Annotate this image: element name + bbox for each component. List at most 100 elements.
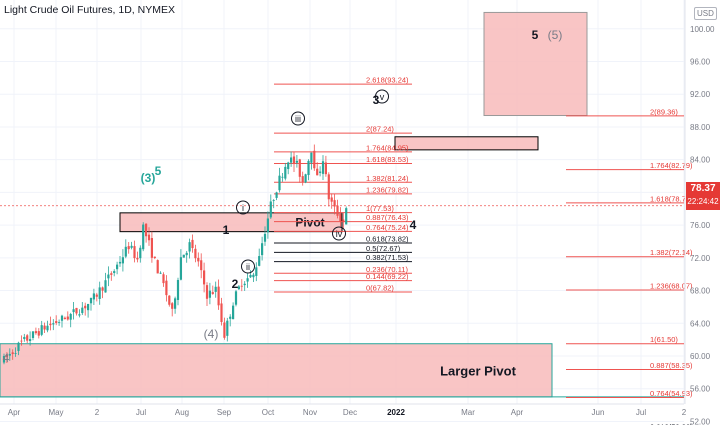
fib-level-label: 1.382(81.24) (366, 174, 409, 183)
candle-body (295, 160, 298, 163)
price-tick-label: 92.00 (690, 90, 711, 99)
last-price: 78.37 (690, 183, 716, 194)
fib-level-label: 1(77.53) (366, 204, 394, 213)
candle-body (220, 303, 223, 322)
candle-body (229, 316, 232, 319)
candle-body (243, 283, 246, 286)
candle-body (101, 287, 104, 291)
candle-body (234, 291, 238, 305)
candle-body (185, 252, 188, 256)
candle-body (205, 285, 209, 299)
candle-body (269, 201, 272, 218)
time-tick-label: Jun (592, 408, 605, 417)
fib-level-label: 0.764(75.24) (366, 223, 409, 232)
candle-body (330, 197, 333, 202)
candle-body (284, 166, 287, 179)
time-tick-label: Apr (8, 408, 21, 417)
time-tick-label: Apr (511, 408, 524, 417)
candle-body (46, 325, 49, 331)
candle-body (66, 316, 69, 320)
candle-body (281, 176, 284, 178)
wave-label: (4) (204, 327, 219, 341)
candle-body (55, 321, 58, 324)
wave-label: i (242, 203, 244, 213)
candle-body (49, 323, 52, 326)
price-tick-label: 52.00 (690, 417, 711, 425)
wave-label: 4 (410, 218, 417, 232)
candle-body (191, 239, 194, 249)
price-tick-label: 88.00 (690, 123, 711, 132)
fib-level-label: 0.618(73.82) (366, 234, 409, 243)
price-axis[interactable]: 100.0096.0092.0088.0084.0080.0076.0072.0… (684, 0, 715, 425)
larger-pivot-zone (0, 343, 553, 398)
resistance-zone (394, 136, 539, 151)
time-axis[interactable]: Apr May 2 Jul Aug Sep Oct Nov Dec 2022 Mar Apr Jun Ju… (0, 403, 687, 417)
fib-level-label: 0.236(70.11) (366, 265, 408, 274)
candle-body (107, 274, 110, 279)
candle-body (179, 257, 182, 280)
candle-body (124, 246, 127, 257)
candle-body (8, 353, 11, 356)
fib-extension-label: 1.236(68.07) (650, 281, 693, 290)
bar-countdown: 22:24:42 (687, 197, 719, 206)
wave-label: ii (246, 262, 250, 272)
candle-body (208, 290, 211, 298)
candle-body (171, 303, 174, 309)
price-tick-label: 68.00 (690, 287, 711, 296)
candle-body (78, 314, 81, 316)
candle-body (69, 313, 72, 320)
candle-body (95, 294, 98, 297)
time-tick-label: Jul (136, 408, 146, 417)
time-tick-label: Jul (636, 408, 646, 417)
fib-extension-label: 0.618(50.86) (650, 422, 693, 425)
candle-body (142, 224, 145, 250)
wave-circle (332, 226, 346, 241)
candle-body (310, 152, 313, 163)
candle-body (307, 160, 310, 176)
candle-body (23, 336, 26, 340)
price-tick-label: 56.00 (690, 385, 711, 394)
candle-body (313, 150, 316, 169)
candle-body (197, 257, 200, 262)
fib-extension-label: 1.764(82.79) (650, 161, 693, 170)
candle-body (165, 280, 168, 296)
candle-body (20, 340, 23, 342)
candle-body (214, 286, 217, 292)
zone-rectangles: Pivot Larger Pivot (0, 11, 684, 398)
candle-body (121, 257, 124, 264)
price-tick-label: 96.00 (690, 58, 711, 67)
pivot-zone-label: Pivot (295, 215, 324, 229)
candle-body (43, 325, 46, 330)
candle-body (324, 162, 327, 175)
time-tick-label: Mar (461, 408, 475, 417)
fib-level-label: 0(67.82) (366, 284, 394, 293)
fib-level-label: 2.618(93.24) (366, 76, 409, 85)
wave-label: (3) (141, 171, 156, 185)
wave-label: 2 (232, 277, 239, 291)
candle-body (298, 159, 301, 177)
candle-body (301, 176, 304, 183)
candle-body (58, 322, 61, 323)
currency-badge[interactable]: USD (694, 7, 717, 20)
candlestick-series (2, 144, 348, 365)
fib-level-label: 0.144(69.22) (366, 272, 409, 281)
candle-body (110, 273, 113, 275)
candle-body (81, 307, 84, 314)
time-tick-label: May (48, 408, 63, 417)
candle-body (304, 174, 307, 183)
price-tick-label: 60.00 (690, 352, 711, 361)
time-tick-label: Sep (217, 408, 232, 417)
fib-extension-right: 2(89.36) 1.764(82.79) 1.618(78.72) 1.382(72… (0, 107, 693, 425)
candle-body (188, 242, 191, 252)
candle-body (29, 339, 32, 342)
price-tick-label: 100.00 (690, 25, 715, 34)
candle-body (116, 264, 119, 270)
candle-body (287, 162, 290, 170)
candle-body (159, 272, 162, 274)
candle-body (156, 260, 159, 274)
fib-level-label: 1.618(83.53) (366, 155, 409, 164)
price-tick-label: 72.00 (690, 254, 711, 263)
candle-body (226, 320, 229, 336)
price-tick-label: 64.00 (690, 319, 711, 328)
